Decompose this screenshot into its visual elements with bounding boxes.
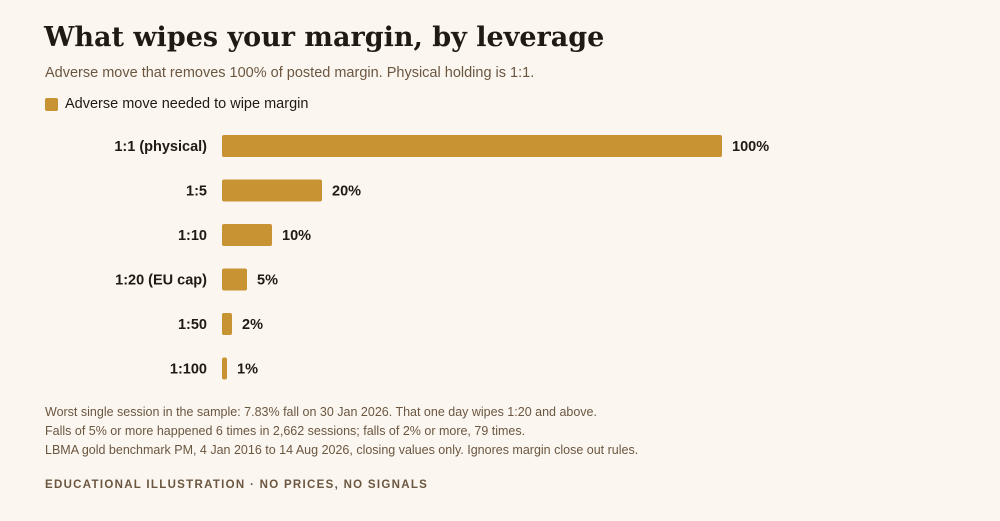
bar [222, 135, 722, 157]
footer-disclaimer: EDUCATIONAL ILLUSTRATION · NO PRICES, NO… [45, 479, 429, 491]
notes: Worst single session in the sample: 7.83… [45, 403, 638, 460]
category-label: 1:50 [178, 317, 207, 333]
category-label: 1:5 [186, 184, 207, 200]
bar [222, 179, 322, 202]
value-label: 5% [257, 273, 278, 289]
bar [222, 313, 232, 335]
value-label: 20% [332, 184, 361, 200]
legend-swatch [45, 97, 58, 111]
value-label: 1% [237, 362, 258, 378]
chart-title: What wipes your margin, by leverage [44, 22, 605, 53]
bar-chart: 1:1 (physical) 100% 1:5 20% 1:10 10% 1:20 (EU … [114, 135, 769, 380]
category-label: 1:20 (EU cap) [115, 273, 207, 289]
category-label: 1:100 [170, 362, 207, 378]
note-worst-session: Worst single session in the sample: 7.83… [45, 405, 597, 419]
category-label: 1:10 [178, 228, 207, 244]
legend: Adverse move needed to wipe margin [45, 96, 308, 112]
bar [222, 224, 272, 246]
note-data-source: LBMA gold benchmark PM, 4 Jan 2016 to 14… [45, 443, 639, 457]
bar [222, 268, 247, 291]
note-fall-frequency: Falls of 5% or more happened 6 times in … [45, 424, 526, 438]
bar [222, 357, 227, 380]
value-label: 100% [732, 139, 769, 155]
legend-label: Adverse move needed to wipe margin [65, 96, 309, 112]
value-label: 10% [282, 228, 311, 244]
category-label: 1:1 (physical) [114, 139, 207, 155]
chart-subtitle: Adverse move that removes 100% of posted… [45, 65, 535, 81]
value-label: 2% [242, 317, 263, 333]
